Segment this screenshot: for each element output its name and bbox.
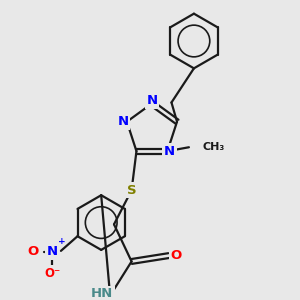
Text: O⁻: O⁻ <box>44 267 60 280</box>
Text: O: O <box>171 249 182 262</box>
Text: N: N <box>164 145 175 158</box>
Text: N: N <box>46 245 58 258</box>
Text: S: S <box>127 184 136 197</box>
Text: CH₃: CH₃ <box>202 142 225 152</box>
Text: HN: HN <box>91 287 113 300</box>
Text: O: O <box>27 245 38 258</box>
Text: +: + <box>58 237 66 246</box>
Text: N: N <box>146 94 158 107</box>
Text: N: N <box>117 115 128 128</box>
